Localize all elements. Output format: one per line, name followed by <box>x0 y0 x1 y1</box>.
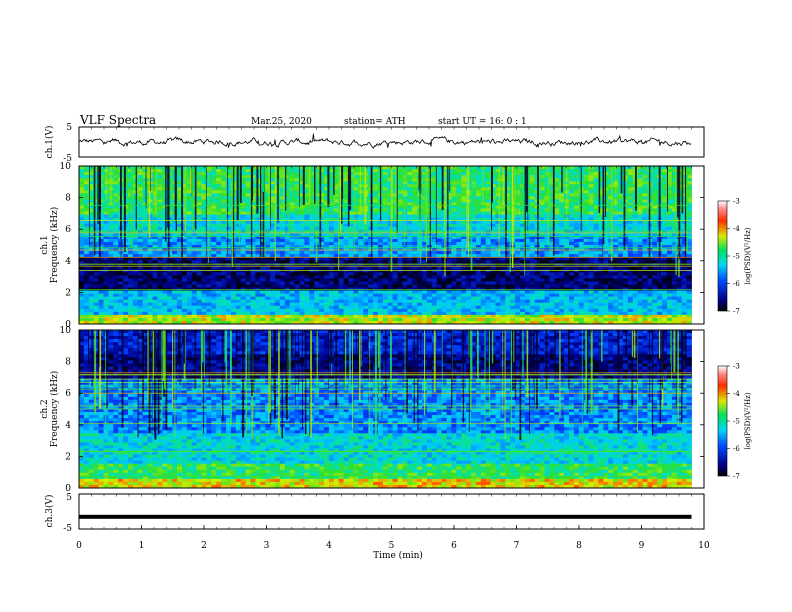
ch2-spectrogram-ylabel-frequency: Frequency (kHz) <box>49 371 60 448</box>
time-tick-label: 10 <box>698 541 710 551</box>
time-tick-label: 9 <box>639 541 645 551</box>
time-tick-label: 3 <box>264 541 270 551</box>
time-tick-label: 0 <box>76 541 82 551</box>
colorbar-tick-label: -7 <box>733 308 740 316</box>
ch1-ytick-top: 5 <box>66 123 72 133</box>
colorbar-tick-label: -6 <box>733 280 740 288</box>
ch1-spectrogram-panel: 0 2 4 6 8 10 ch.1 Frequency (kHz) -3 -4 -5 -6 -7 … <box>40 162 752 330</box>
frequency-tick-label: 4 <box>65 257 71 267</box>
frequency-tick-label: 4 <box>65 421 71 431</box>
recording-date: Mar.25, 2020 <box>251 117 312 127</box>
colorbar-tick-label: -7 <box>733 473 740 481</box>
colorbar-tick-label: -4 <box>733 225 740 233</box>
colorbar-tick-label: -4 <box>733 390 740 398</box>
ch1-spectrogram-image <box>79 166 692 325</box>
ch3-ytick-bottom: -5 <box>63 524 72 534</box>
ch2-colorbar-label: log(PSD)(V²/Hz) <box>744 392 752 449</box>
ch1-colorbar: -3 -4 -5 -6 -7 log(PSD)(V²/Hz) <box>717 198 752 316</box>
ch1-ylabel: ch.1(V) <box>44 126 55 159</box>
frequency-tick-label: 2 <box>65 452 71 462</box>
ch1-spectrogram-ylabel-frequency: Frequency (kHz) <box>49 207 60 284</box>
ch1-waveform-trace <box>78 133 692 149</box>
colorbar-tick-label: -3 <box>733 363 740 371</box>
frequency-tick-label: 0 <box>65 484 71 494</box>
time-axis-label: Time (min) <box>373 550 423 561</box>
ch1-spectrogram-ylabel-channel: ch.1 <box>40 235 50 254</box>
ch3-ylabel: ch.3(V) <box>44 495 55 528</box>
ch2-spectrogram-image <box>79 330 692 489</box>
colorbar-tick-label: -5 <box>733 253 740 261</box>
ch1-waveform-panel: 5 -5 ch.1(V) <box>44 123 705 164</box>
colorbar-tick-label: -6 <box>733 445 740 453</box>
time-tick-label: 7 <box>514 541 520 551</box>
frequency-tick-label: 0 <box>65 320 71 330</box>
ch2-spectrogram-ylabel-channel: ch.2 <box>40 399 50 418</box>
ch3-waveform-trace <box>79 514 692 519</box>
frequency-tick-label: 8 <box>65 358 71 368</box>
time-tick-label: 8 <box>576 541 582 551</box>
figure-title: VLF Spectra <box>79 113 156 127</box>
colorbar-tick-label: -5 <box>733 418 740 426</box>
ch1-colorbar-label: log(PSD)(V²/Hz) <box>744 227 752 284</box>
ch1-ytick-bottom: -5 <box>63 154 72 164</box>
frequency-tick-label: 10 <box>60 326 72 336</box>
time-tick-label: 1 <box>139 541 145 551</box>
ch3-ytick-top: 5 <box>66 493 72 503</box>
ch3-waveform-panel: 5 -5 ch.3(V) 0 1 2 3 4 5 6 7 8 9 10 Time (min) <box>44 127 710 561</box>
ch2-spectrogram-panel: 0 2 4 6 8 10 ch.2 Frequency (kHz) -3 -4 -5 -6 -7 … <box>40 326 752 494</box>
frequency-tick-label: 10 <box>60 162 72 172</box>
start-time: start UT = 16: 0 : 1 <box>438 117 527 127</box>
time-tick-label: 2 <box>201 541 207 551</box>
frequency-tick-label: 2 <box>65 288 71 298</box>
ch3-waveform-frame <box>78 493 705 530</box>
frequency-tick-label: 6 <box>65 389 71 399</box>
ch2-colorbar: -3 -4 -5 -6 -7 log(PSD)(V²/Hz) <box>717 363 752 481</box>
time-tick-label: 4 <box>326 541 332 551</box>
time-tick-label: 6 <box>451 541 457 551</box>
station-name: station= ATH <box>344 117 406 127</box>
frequency-tick-label: 6 <box>65 225 71 235</box>
frequency-tick-label: 8 <box>65 194 71 204</box>
colorbar-tick-label: -3 <box>733 198 740 206</box>
time-tick-label: 5 <box>389 541 395 551</box>
